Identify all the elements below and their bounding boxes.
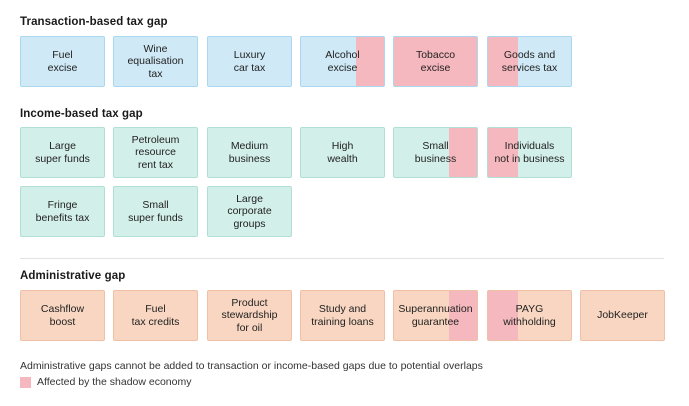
income-gap-box: Petroleum resource rent tax	[113, 127, 198, 178]
transaction-gap-box: Goods and services tax	[487, 36, 572, 87]
legend-label: Affected by the shadow economy	[37, 376, 192, 388]
gap-box-label: Small business	[414, 140, 457, 165]
income-gap-box: Large corporate groups	[207, 186, 292, 237]
income-gap-box: Small super funds	[113, 186, 198, 237]
transaction-gap-box: Alcohol excise	[300, 36, 385, 87]
transaction-gap-box: Luxury car tax	[207, 36, 292, 87]
transaction-gap-box: Fuel excise	[20, 36, 105, 87]
income-gap-box: High wealth	[300, 127, 385, 178]
gap-box-label: Luxury car tax	[233, 49, 266, 74]
shadow-economy-marker	[449, 291, 477, 340]
income-gap-box: Fringe benefits tax	[20, 186, 105, 237]
shadow-economy-marker	[449, 128, 477, 177]
legend-swatch	[20, 376, 31, 388]
admin-gap-box: Fuel tax credits	[113, 290, 198, 341]
gap-box-label: Large super funds	[35, 140, 90, 165]
gap-box-label: Fuel tax credits	[131, 303, 180, 328]
section-heading-admin: Administrative gap	[20, 270, 126, 282]
shadow-economy-marker	[488, 291, 518, 340]
gap-box-label: Large corporate groups	[227, 192, 272, 230]
gap-box-label: PAYG withholding	[503, 303, 556, 328]
income-gap-box: Medium business	[207, 127, 292, 178]
gap-box-label: JobKeeper	[597, 309, 648, 322]
section-heading-income: Income-based tax gap	[20, 108, 143, 120]
gap-box-label: Small super funds	[128, 199, 183, 224]
income-gap-box: Large super funds	[20, 127, 105, 178]
gap-box-label: Fuel excise	[47, 49, 78, 74]
legend: Affected by the shadow economy	[20, 376, 192, 388]
admin-gap-box: JobKeeper	[580, 290, 665, 341]
shadow-economy-marker	[356, 37, 384, 86]
transaction-gap-box: Wine equalisation tax	[113, 36, 198, 87]
shadow-economy-marker	[394, 37, 477, 86]
admin-gap-box: PAYG withholding	[487, 290, 572, 341]
gap-box-label: Petroleum resource rent tax	[131, 133, 180, 171]
gap-box-label: Wine equalisation tax	[127, 42, 184, 80]
gap-box-label: Individuals not in business	[494, 140, 565, 165]
transaction-gap-box: Tobacco excise	[393, 36, 478, 87]
admin-gap-box: Superannuation guarantee	[393, 290, 478, 341]
gap-box-label: Study and training loans	[311, 303, 374, 328]
gap-box-label: Goods and services tax	[501, 49, 558, 74]
gap-box-label: Superannuation guarantee	[398, 303, 473, 328]
gap-box-label: Fringe benefits tax	[35, 199, 90, 224]
gap-box-label: High wealth	[327, 140, 358, 165]
income-gap-box: Individuals not in business	[487, 127, 572, 178]
gap-box-label: Cashflow boost	[40, 303, 85, 328]
section-divider	[20, 258, 664, 259]
admin-gap-box: Cashflow boost	[20, 290, 105, 341]
footnote: Administrative gaps cannot be added to t…	[20, 360, 483, 372]
income-gap-box: Small business	[393, 127, 478, 178]
admin-gap-box: Product stewardship for oil	[207, 290, 292, 341]
gap-box-label: Medium business	[228, 140, 271, 165]
admin-gap-box: Study and training loans	[300, 290, 385, 341]
section-heading-transaction: Transaction-based tax gap	[20, 16, 168, 28]
gap-box-label: Tobacco excise	[415, 49, 456, 74]
shadow-economy-marker	[488, 37, 518, 86]
shadow-economy-marker	[488, 128, 518, 177]
gap-box-label: Product stewardship for oil	[221, 296, 278, 334]
gap-box-label: Alcohol excise	[325, 49, 360, 74]
